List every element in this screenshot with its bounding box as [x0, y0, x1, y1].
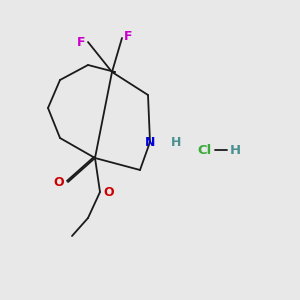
Text: F: F [124, 29, 132, 43]
Text: H: H [171, 136, 181, 149]
Text: N: N [145, 136, 155, 148]
Text: O: O [54, 176, 64, 190]
Text: Cl: Cl [198, 143, 212, 157]
Text: F: F [77, 35, 85, 49]
Text: H: H [230, 143, 241, 157]
Text: O: O [104, 187, 114, 200]
